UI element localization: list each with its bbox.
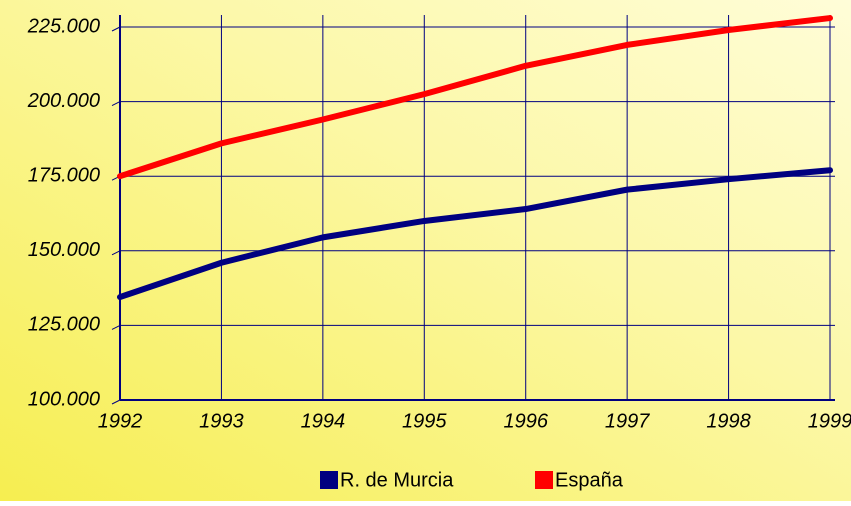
x-tick-label: 1993 <box>199 410 244 432</box>
x-tick-label: 1994 <box>301 410 346 432</box>
x-tick-label: 1999 <box>808 410 851 432</box>
series-line <box>117 15 833 180</box>
tick-mark <box>111 324 121 330</box>
x-tick-label: 1998 <box>706 410 751 432</box>
x-tick-label: 1996 <box>503 410 548 432</box>
tick-mark <box>111 26 121 32</box>
y-tick-label: 125.000 <box>28 314 100 336</box>
x-tick-label: 1995 <box>402 410 447 432</box>
legend-swatch <box>535 471 553 489</box>
tick-mark <box>111 101 121 107</box>
y-tick-label: 225.000 <box>27 15 100 37</box>
series-line <box>117 167 833 301</box>
y-tick-label: 100.000 <box>28 388 100 410</box>
legend-label: España <box>555 469 624 491</box>
tick-mark <box>111 399 121 405</box>
legend-label: R. de Murcia <box>340 469 454 491</box>
y-tick-label: 200.000 <box>27 90 100 112</box>
x-tick-label: 1992 <box>98 410 143 432</box>
tick-mark <box>111 250 121 256</box>
y-tick-label: 150.000 <box>28 239 100 261</box>
legend-swatch <box>320 471 338 489</box>
y-tick-label: 175.000 <box>28 164 100 186</box>
x-tick-label: 1997 <box>605 410 650 432</box>
